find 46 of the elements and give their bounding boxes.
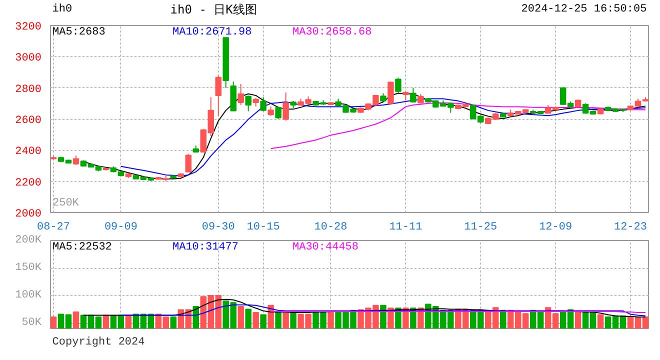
candlestick <box>418 94 424 104</box>
text: ih0 <box>52 4 72 16</box>
text: MA5:2683 <box>52 26 106 38</box>
line-series <box>120 304 646 316</box>
x-tick-label: 10-28 <box>314 222 348 234</box>
x-tick-label: 12-09 <box>539 222 572 234</box>
text: MA10:2671.98 <box>172 26 252 38</box>
text: 2024-12-25 16:50:05 <box>521 4 647 16</box>
annotation: 250K <box>52 198 80 210</box>
text: MA10:31477 <box>172 242 239 254</box>
x-tick-label: 11-11 <box>389 222 423 234</box>
y-tick-label: 2200 <box>15 177 42 190</box>
candlestick <box>268 106 274 116</box>
y-tick-label: 3200 <box>15 22 42 34</box>
y-tick-label: 2600 <box>15 115 42 127</box>
candlestick <box>410 87 416 104</box>
y-tick-label: 150K <box>15 262 42 274</box>
x-tick-label: 09-30 <box>202 222 235 234</box>
candlestick <box>245 95 252 112</box>
candlestick <box>282 92 289 122</box>
line-series <box>270 102 646 150</box>
text: MA30:44458 <box>292 242 359 254</box>
y-tick-label: 50K <box>22 317 42 329</box>
y-tick-label: 2000 <box>15 208 42 220</box>
x-tick-label: 11-25 <box>464 222 498 234</box>
y-tick-label: 100K <box>15 290 42 302</box>
x-tick-label: 10-15 <box>246 222 280 234</box>
chart-title: ih0 - 日K线图 <box>170 2 257 16</box>
candlestick <box>238 83 244 106</box>
x-tick-label: 12-23 <box>614 222 648 234</box>
candlestick <box>215 74 222 116</box>
candlestick <box>275 106 282 120</box>
x-tick-label: 09-09 <box>104 222 138 234</box>
candlestick <box>260 96 266 112</box>
text: Copyright 2024 <box>52 336 146 348</box>
candlestick <box>395 77 402 94</box>
y-tick-label: 2800 <box>15 84 42 96</box>
candlestick <box>185 154 192 173</box>
x-tick-label: 08-27 <box>36 222 70 234</box>
candlestick <box>72 155 80 166</box>
y-tick-label: 2400 <box>15 146 42 158</box>
y-tick-label: 200K <box>15 234 42 246</box>
text: MA5:22532 <box>52 242 112 254</box>
y-tick-label: 3000 <box>15 52 42 65</box>
text: MA30:2658.68 <box>292 26 372 38</box>
candlestick <box>388 81 394 105</box>
